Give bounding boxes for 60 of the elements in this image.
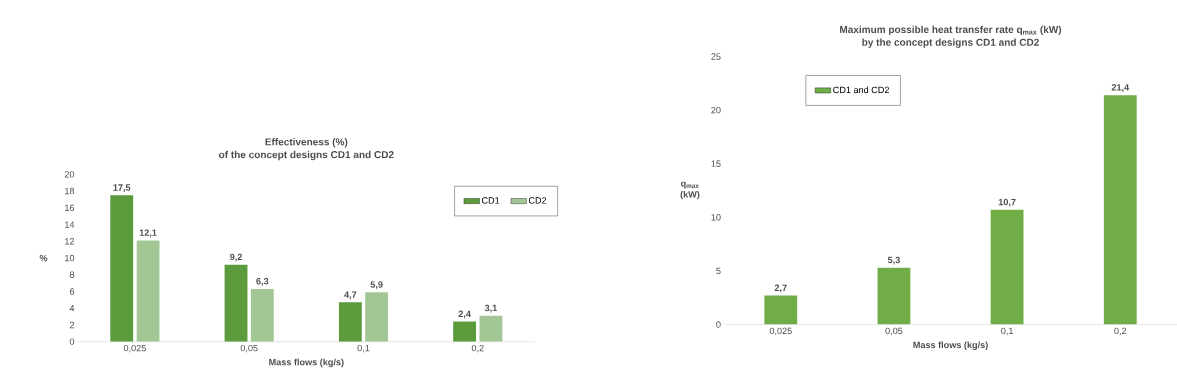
data-label: 2,7	[774, 284, 787, 293]
bar	[224, 264, 248, 342]
data-label: 17,5	[113, 184, 131, 193]
y-tick-label: 0	[716, 321, 721, 328]
x-axis-title: Mass flows (kg/s)	[269, 358, 344, 368]
bar	[990, 209, 1024, 325]
y-tick-label: 0	[69, 338, 75, 346]
y-tick-label: 2	[69, 321, 75, 329]
chart-subtitle: by the concept designs CD1 and CD2	[862, 38, 1039, 49]
y-axis-title: q$_{max}$ (kW)	[680, 181, 700, 200]
y-tick-label: 4	[69, 305, 75, 312]
x-tick-label: 0,05	[240, 345, 258, 353]
y-tick-label: 20	[711, 107, 721, 114]
bar	[338, 302, 362, 342]
x-tick-label: 0,025	[769, 327, 792, 336]
y-tick-label: 5	[716, 267, 721, 275]
data-label: 10,7	[998, 198, 1016, 207]
y-tick-label: 25	[711, 53, 721, 60]
legend-label: CD1	[481, 197, 500, 204]
y-tick-label: 6	[69, 288, 75, 295]
data-label: 6,3	[256, 278, 269, 286]
x-axis-title: Mass flows (kg/s)	[913, 341, 988, 351]
y-tick-label: 18	[65, 188, 75, 195]
bar	[110, 195, 134, 342]
bar	[250, 289, 274, 342]
y-tick-label: 20	[64, 171, 75, 178]
chart-title: Maximum possible heat transfer rate q$_{max}$ (kW)	[840, 25, 1062, 36]
x-tick-label: 0,025	[123, 345, 146, 353]
bar	[764, 295, 798, 325]
x-tick-label: 0,1	[1001, 327, 1013, 336]
bar	[479, 315, 503, 342]
data-label: 9,2	[230, 253, 242, 262]
data-label: 5,3	[887, 256, 900, 265]
data-label: 3,1	[484, 304, 498, 313]
y-tick-label: 10	[711, 214, 721, 221]
bar	[136, 240, 160, 342]
data-label: 4,7	[344, 291, 357, 300]
bar	[1103, 95, 1137, 325]
bar	[365, 292, 389, 342]
y-tick-label: 15	[711, 160, 721, 168]
data-label: 5,9	[370, 281, 383, 290]
y-tick-label: 8	[69, 271, 75, 279]
x-tick-label: 0,1	[357, 345, 370, 353]
x-tick-label: 0,2	[471, 345, 484, 353]
x-tick-label: 0,05	[885, 327, 903, 336]
y-tick-label: 14	[65, 221, 75, 228]
bar	[877, 267, 911, 325]
data-label: 12,1	[139, 229, 157, 238]
y-tick-label: 10	[65, 254, 75, 262]
y-tick-label: 16	[65, 204, 75, 212]
x-tick-label: 0,2	[1114, 327, 1127, 336]
legend-label: CD2	[528, 197, 547, 204]
chart-title: Effectiveness (%)	[265, 138, 348, 148]
bar	[453, 321, 477, 342]
data-label: 2,4	[458, 310, 471, 319]
legend-label: CD1 and CD2	[833, 86, 889, 94]
y-tick-label: 12	[65, 238, 75, 245]
y-axis-title: %	[39, 254, 48, 262]
chart-subtitle: of the concept designs CD1 and CD2	[219, 150, 394, 161]
data-label: 21,4	[1111, 84, 1130, 93]
